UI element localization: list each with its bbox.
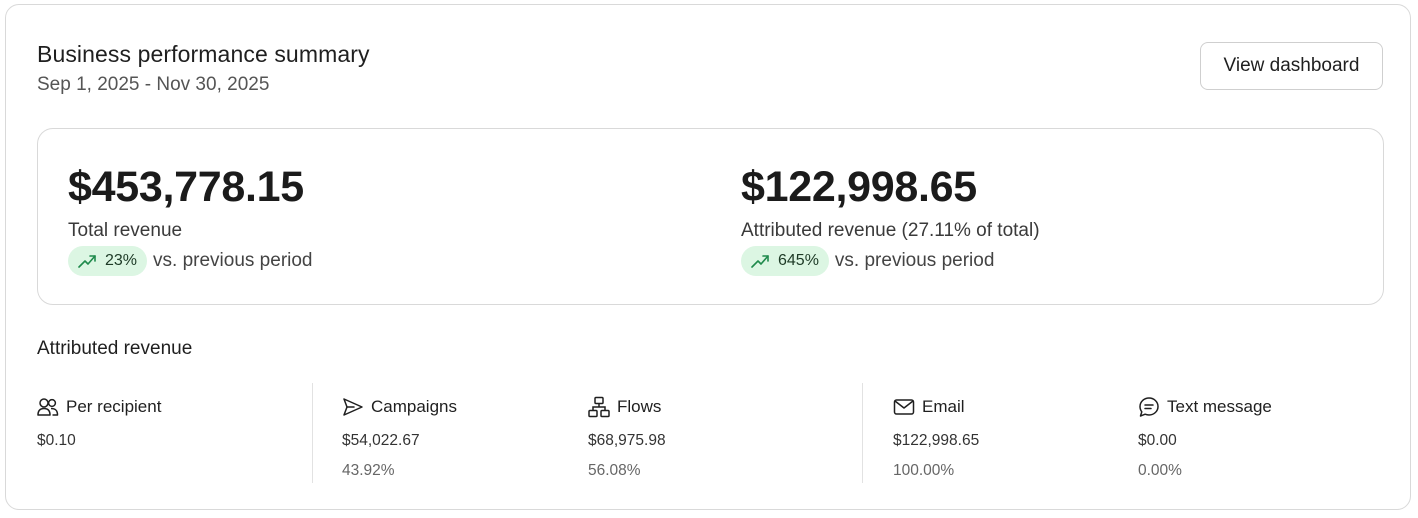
date-range: Sep 1, 2025 - Nov 30, 2025	[37, 74, 270, 95]
trend-up-icon	[78, 255, 96, 268]
page-title: Business performance summary	[37, 41, 370, 67]
total-revenue-label: Total revenue	[68, 220, 183, 241]
total-revenue-change-row: 23% vs. previous period	[68, 246, 313, 276]
stat-label: Per recipient	[66, 397, 162, 416]
stat-header: Per recipient	[37, 395, 161, 419]
revenue-summary-box: $453,778.15 Total revenue 23% vs. previo…	[37, 128, 1384, 305]
stat-percent: 43.92%	[342, 462, 395, 479]
attributed-revenue-change-row: 645% vs. previous period	[741, 246, 994, 276]
comparison-text: vs. previous period	[153, 250, 313, 271]
flow-icon	[588, 396, 610, 418]
stat-value: $54,022.67	[342, 432, 420, 449]
divider	[862, 383, 863, 483]
change-value: 23%	[105, 252, 138, 269]
comparison-text: vs. previous period	[834, 250, 995, 271]
stat-percent: 56.08%	[588, 462, 641, 479]
change-badge: 23%	[68, 246, 148, 276]
mail-icon	[893, 399, 915, 415]
stat-per-recipient: Per recipient $0.10	[37, 395, 161, 449]
chat-icon	[1139, 397, 1159, 417]
stat-email: Email $122,998.65 100.00%	[893, 395, 979, 479]
stat-label: Campaigns	[371, 397, 457, 416]
stat-percent: 0.00%	[1138, 462, 1182, 479]
stat-value: $0.00	[1138, 432, 1177, 449]
attributed-revenue-label: Attributed revenue (27.11% of total)	[741, 220, 1040, 241]
attributed-revenue-section-title: Attributed revenue	[37, 338, 193, 359]
performance-summary-card: Business performance summary Sep 1, 2025…	[5, 4, 1411, 510]
stat-text-message: Text message $0.00 0.00%	[1138, 395, 1272, 479]
stat-value: $0.10	[37, 432, 76, 449]
trend-up-icon	[751, 255, 769, 268]
attributed-revenue-amount: $122,998.65	[741, 163, 977, 211]
stat-value: $122,998.65	[893, 432, 980, 449]
stat-header: Campaigns	[342, 395, 457, 419]
divider	[312, 383, 313, 483]
total-revenue-amount: $453,778.15	[68, 163, 304, 211]
change-value: 645%	[778, 252, 819, 269]
stat-label: Email	[922, 397, 965, 416]
stat-header: Flows	[588, 395, 661, 419]
view-dashboard-button[interactable]: View dashboard	[1200, 42, 1383, 90]
stat-campaigns: Campaigns $54,022.67 43.92%	[342, 395, 457, 479]
stat-label: Flows	[617, 397, 662, 416]
users-icon	[37, 398, 59, 416]
stat-header: Text message	[1138, 395, 1272, 419]
stat-percent: 100.00%	[893, 462, 955, 479]
stat-value: $68,975.98	[588, 432, 666, 449]
stat-flows: Flows $68,975.98 56.08%	[588, 395, 666, 479]
stat-header: Email	[893, 395, 965, 419]
stat-label: Text message	[1167, 397, 1272, 416]
send-icon	[343, 398, 363, 416]
change-badge: 645%	[741, 246, 829, 276]
